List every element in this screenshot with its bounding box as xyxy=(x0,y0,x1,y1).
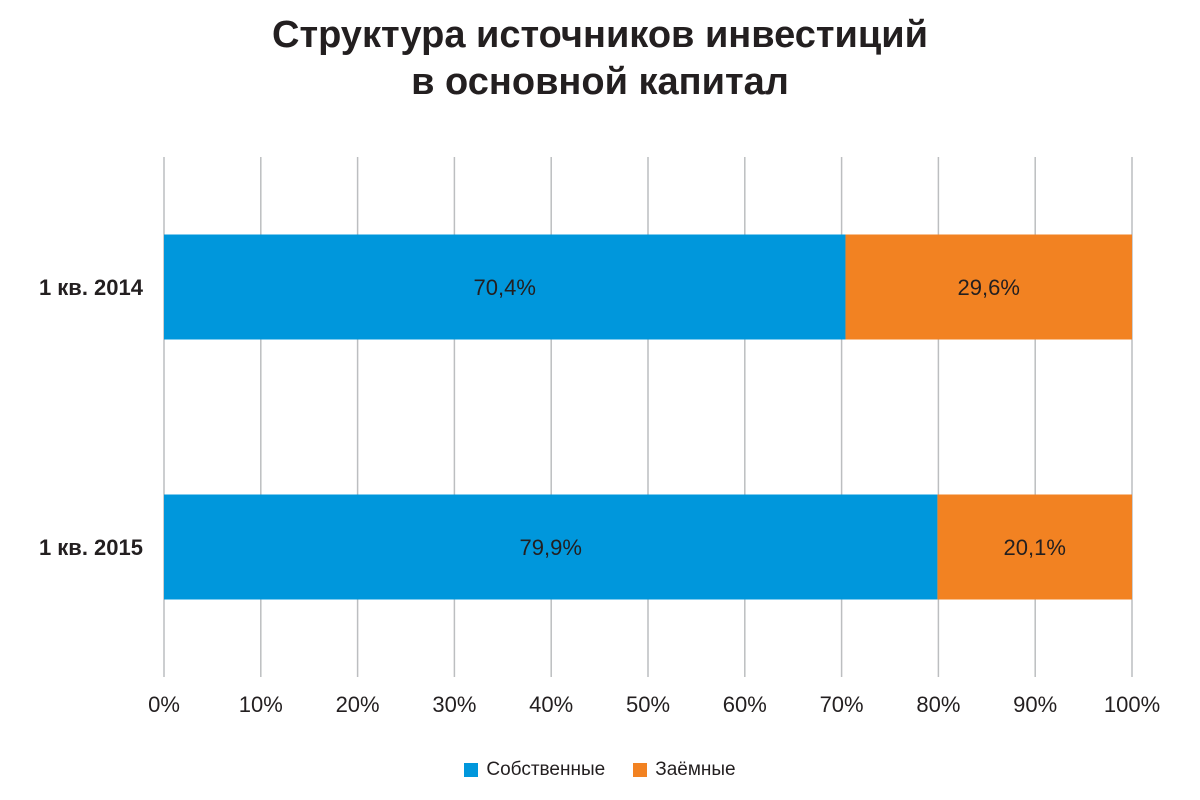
bar-segment xyxy=(164,234,846,340)
bar-segment xyxy=(937,494,1132,600)
data-labels: 70,4% 29,6% 79,9% 20,1% xyxy=(474,275,1066,560)
chart-title-line-1: Структура источников инвестиций xyxy=(272,14,928,56)
x-tick-label: 50% xyxy=(626,692,670,717)
chart-title: Структура источников инвестиций в основн… xyxy=(0,12,1200,106)
bars xyxy=(164,234,1132,600)
x-tick-labels: 0% 10% 20% 30% 40% 50% 60% 70% 80% 90% 100% xyxy=(148,692,1160,717)
x-tick-label: 100% xyxy=(1104,692,1160,717)
x-tick-label: 70% xyxy=(820,692,864,717)
x-tick-label: 0% xyxy=(148,692,180,717)
legend-label-borrowed: Заёмные xyxy=(655,759,736,780)
bar-value-label: 70,4% xyxy=(474,275,536,300)
legend-label-own: Собственные xyxy=(486,759,606,780)
legend-item-own: Собственные xyxy=(464,759,605,781)
bar-segment xyxy=(164,494,938,600)
bar-value-label: 20,1% xyxy=(1004,535,1066,560)
category-label: 1 кв. 2015 xyxy=(39,535,143,560)
category-label: 1 кв. 2014 xyxy=(39,275,144,300)
bar-segment xyxy=(845,234,1132,340)
category-labels: 1 кв. 2014 1 кв. 2015 xyxy=(39,275,144,560)
legend-swatch-borrowed xyxy=(633,763,648,777)
chart-title-line-2: в основной капитал xyxy=(411,61,789,103)
x-tick-label: 20% xyxy=(336,692,380,717)
legend-swatch-own xyxy=(464,763,479,777)
x-tick-label: 10% xyxy=(239,692,283,717)
bar-value-label: 29,6% xyxy=(958,275,1020,300)
x-tick-label: 90% xyxy=(1013,692,1057,717)
x-tick-label: 30% xyxy=(432,692,476,717)
legend-item-borrowed: Заёмные xyxy=(633,759,736,781)
bar-value-label: 79,9% xyxy=(520,535,582,560)
legend: Собственные Заёмные xyxy=(0,759,1200,781)
x-tick-label: 40% xyxy=(529,692,573,717)
x-tick-label: 60% xyxy=(723,692,767,717)
x-tick-label: 80% xyxy=(916,692,960,717)
